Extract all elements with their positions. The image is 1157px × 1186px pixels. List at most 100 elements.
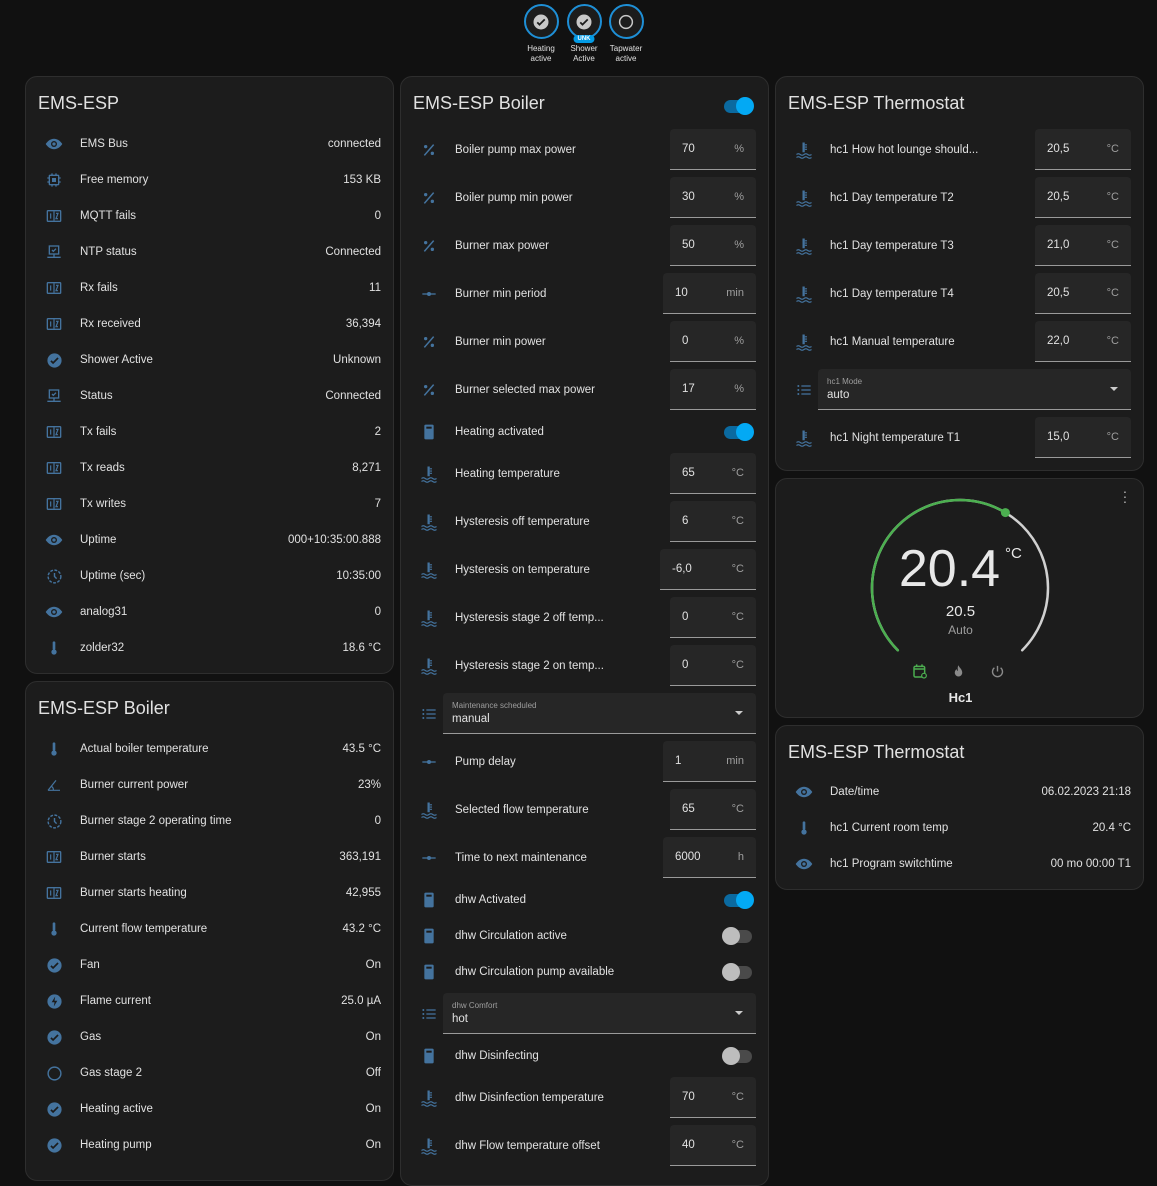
target-handle[interactable]: [1000, 508, 1010, 518]
dhw-disinfecting-toggle[interactable]: [722, 1047, 752, 1065]
time-to-next-maintenance-input[interactable]: 6000 h: [663, 837, 756, 878]
hc1-day-temperature-t4-input[interactable]: 20,5 °C: [1035, 273, 1131, 314]
input-value: 17: [682, 383, 695, 395]
row-label: hc1 Manual temperature: [830, 336, 955, 348]
thermometer-water-icon: [793, 139, 815, 161]
sensor-row-actual-boiler-temperature[interactable]: Actual boiler temperature 43.5 °C: [26, 731, 393, 767]
row-value: Connected: [325, 390, 381, 402]
sensor-row-burner-stage-2-operating-time[interactable]: Burner stage 2 operating time 0: [26, 803, 393, 839]
temperature-dial[interactable]: [776, 479, 1145, 719]
boiler-pump-max-power-input[interactable]: 70%: [670, 129, 756, 170]
thermostat-sensors-card: EMS-ESP Thermostat Date/time 06.02.2023 2…: [775, 725, 1144, 890]
sensor-row-ems-bus[interactable]: EMS Bus connected: [26, 126, 393, 162]
dhw-activated-toggle[interactable]: [724, 891, 754, 909]
sensor-row-gas-stage-2[interactable]: Gas stage 2 Off: [26, 1055, 393, 1091]
hc1-manual-temperature-input[interactable]: 22,0 °C: [1035, 321, 1131, 362]
badge-heating-active[interactable]: Heating active: [521, 4, 561, 64]
sensor-row-analog31[interactable]: analog31 0: [26, 594, 393, 630]
sensor-row-tx-reads[interactable]: Tx reads 8,271: [26, 450, 393, 486]
sensor-row-uptime[interactable]: Uptime 000+10:35:00.888: [26, 522, 393, 558]
hc1-night-temperature-t1-input[interactable]: 15,0 °C: [1035, 417, 1131, 458]
hysteresis-stage-2-on-temp-input[interactable]: 0 °C: [670, 645, 756, 686]
burner-min-period-input[interactable]: 10 min: [663, 273, 756, 314]
sensor-row-ntp-status[interactable]: NTP status Connected: [26, 234, 393, 270]
eye-icon: [43, 529, 65, 551]
row-label: Pump delay: [455, 756, 516, 768]
row-label: dhw Disinfection temperature: [455, 1092, 604, 1104]
hvac-mode-label: Auto: [948, 623, 973, 637]
hc1-day-temperature-t3-input[interactable]: 21,0 °C: [1035, 225, 1131, 266]
hysteresis-off-temperature-input[interactable]: 6 °C: [670, 501, 756, 542]
dhw-circulation-active-toggle[interactable]: [722, 927, 752, 945]
more-options-icon[interactable]: · · ·: [1122, 483, 1128, 509]
dhw-flow-temperature-offset-input[interactable]: 40 °C: [670, 1125, 756, 1166]
input-unit: °C: [731, 803, 744, 815]
sensor-row-free-memory[interactable]: Free memory 153 KB: [26, 162, 393, 198]
row-value: Unknown: [333, 354, 381, 366]
chip-icon: [43, 169, 65, 191]
sensor-row-date-time[interactable]: Date/time 06.02.2023 21:18: [776, 774, 1143, 810]
sensor-row-current-flow-temperature[interactable]: Current flow temperature 43.2 °C: [26, 911, 393, 947]
hc1-how-hot-lounge-should-input[interactable]: 20,5 °C: [1035, 129, 1131, 170]
boiler-pump-min-power-input[interactable]: 30%: [670, 177, 756, 218]
pump-delay-input[interactable]: 1 min: [663, 741, 756, 782]
input-value: 30: [682, 191, 695, 203]
badge-shower-active[interactable]: UNK Shower Active: [564, 4, 604, 64]
sensor-row-gas[interactable]: Gas On: [26, 1019, 393, 1055]
selected-flow-temperature-input[interactable]: 65 °C: [670, 789, 756, 830]
row-label: Status: [80, 390, 113, 402]
row-label: Heating activated: [455, 426, 544, 438]
row-label: Burner min period: [455, 288, 547, 300]
counter-icon: [43, 277, 65, 299]
sensor-row-burner-starts-heating[interactable]: Burner starts heating 42,955: [26, 875, 393, 911]
sensor-row-rx-received[interactable]: Rx received 36,394: [26, 306, 393, 342]
dhw-circulation-pump-available-toggle[interactable]: [722, 963, 752, 981]
maintenance-scheduled-select[interactable]: Maintenance scheduled manual: [443, 693, 756, 734]
sensor-row-tx-writes[interactable]: Tx writes 7: [26, 486, 393, 522]
dhw-comfort-select[interactable]: dhw Comfort hot: [443, 993, 756, 1034]
sensor-row-fan[interactable]: Fan On: [26, 947, 393, 983]
row-label: hc1 How hot lounge should...: [830, 144, 979, 156]
input-unit: °C: [731, 563, 744, 575]
sensor-row-shower-active[interactable]: Shower Active Unknown: [26, 342, 393, 378]
row-label: hc1 Night temperature T1: [830, 432, 961, 444]
mode-off-button[interactable]: [990, 664, 1005, 684]
row-label: dhw Flow temperature offset: [455, 1140, 600, 1152]
sensor-row-flame-current[interactable]: Flame current 25.0 µA: [26, 983, 393, 1019]
sensor-row-tx-fails[interactable]: Tx fails 2: [26, 414, 393, 450]
circle-outline-icon: [608, 4, 644, 39]
dhw-disinfection-temperature-input[interactable]: 70 °C: [670, 1077, 756, 1118]
hysteresis-on-temperature-input[interactable]: -6,0 °C: [660, 549, 756, 590]
sensor-row-heating-active[interactable]: Heating active On: [26, 1091, 393, 1127]
sensor-row-zolder32[interactable]: zolder32 18.6 °C: [26, 630, 393, 666]
sensor-row-status[interactable]: Status Connected: [26, 378, 393, 414]
row-value: connected: [327, 138, 381, 150]
burner-max-power-input[interactable]: 50%: [670, 225, 756, 266]
sensor-row-mqtt-fails[interactable]: MQTT fails 0: [26, 198, 393, 234]
thermometer-water-icon: [418, 1087, 440, 1109]
sensor-row-uptime-sec[interactable]: Uptime (sec) 10:35:00: [26, 558, 393, 594]
badge-tapwater-active[interactable]: Tapwater active: [606, 4, 646, 64]
hc1-day-temperature-t2-input[interactable]: 20,5 °C: [1035, 177, 1131, 218]
boiler-master-toggle[interactable]: [724, 97, 754, 115]
sensor-row-rx-fails[interactable]: Rx fails 11: [26, 270, 393, 306]
row-label: dhw Circulation active: [455, 930, 567, 942]
burner-min-power-input[interactable]: 0%: [670, 321, 756, 362]
select-label: dhw Comfort: [452, 1001, 498, 1010]
row-label: Burner min power: [455, 336, 546, 348]
heating-activated-toggle[interactable]: [724, 423, 754, 441]
burner-selected-max-power-input[interactable]: 17%: [670, 369, 756, 410]
mode-heat-button[interactable]: [951, 664, 966, 684]
number-row-pump-delay: Pump delay 1 min: [401, 738, 768, 786]
sensor-row-burner-starts[interactable]: Burner starts 363,191: [26, 839, 393, 875]
mode-auto-button[interactable]: [912, 663, 928, 684]
heating-temperature-input[interactable]: 65 °C: [670, 453, 756, 494]
sensor-row-burner-current-power[interactable]: Burner current power 23%: [26, 767, 393, 803]
toggle-row-dhw-circulation-pump-available: dhw Circulation pump available: [401, 954, 768, 990]
hc1-mode-select[interactable]: hc1 Mode auto: [818, 369, 1131, 410]
hysteresis-stage-2-off-temp-input[interactable]: 0 °C: [670, 597, 756, 638]
sensor-row-heating-pump[interactable]: Heating pump On: [26, 1127, 393, 1163]
sensor-row-hc1-program-switchtime[interactable]: hc1 Program switchtime 00 mo 00:00 T1: [776, 846, 1143, 882]
sensor-row-hc1-current-room-temp[interactable]: hc1 Current room temp 20.4 °C: [776, 810, 1143, 846]
row-value: 363,191: [339, 851, 381, 863]
